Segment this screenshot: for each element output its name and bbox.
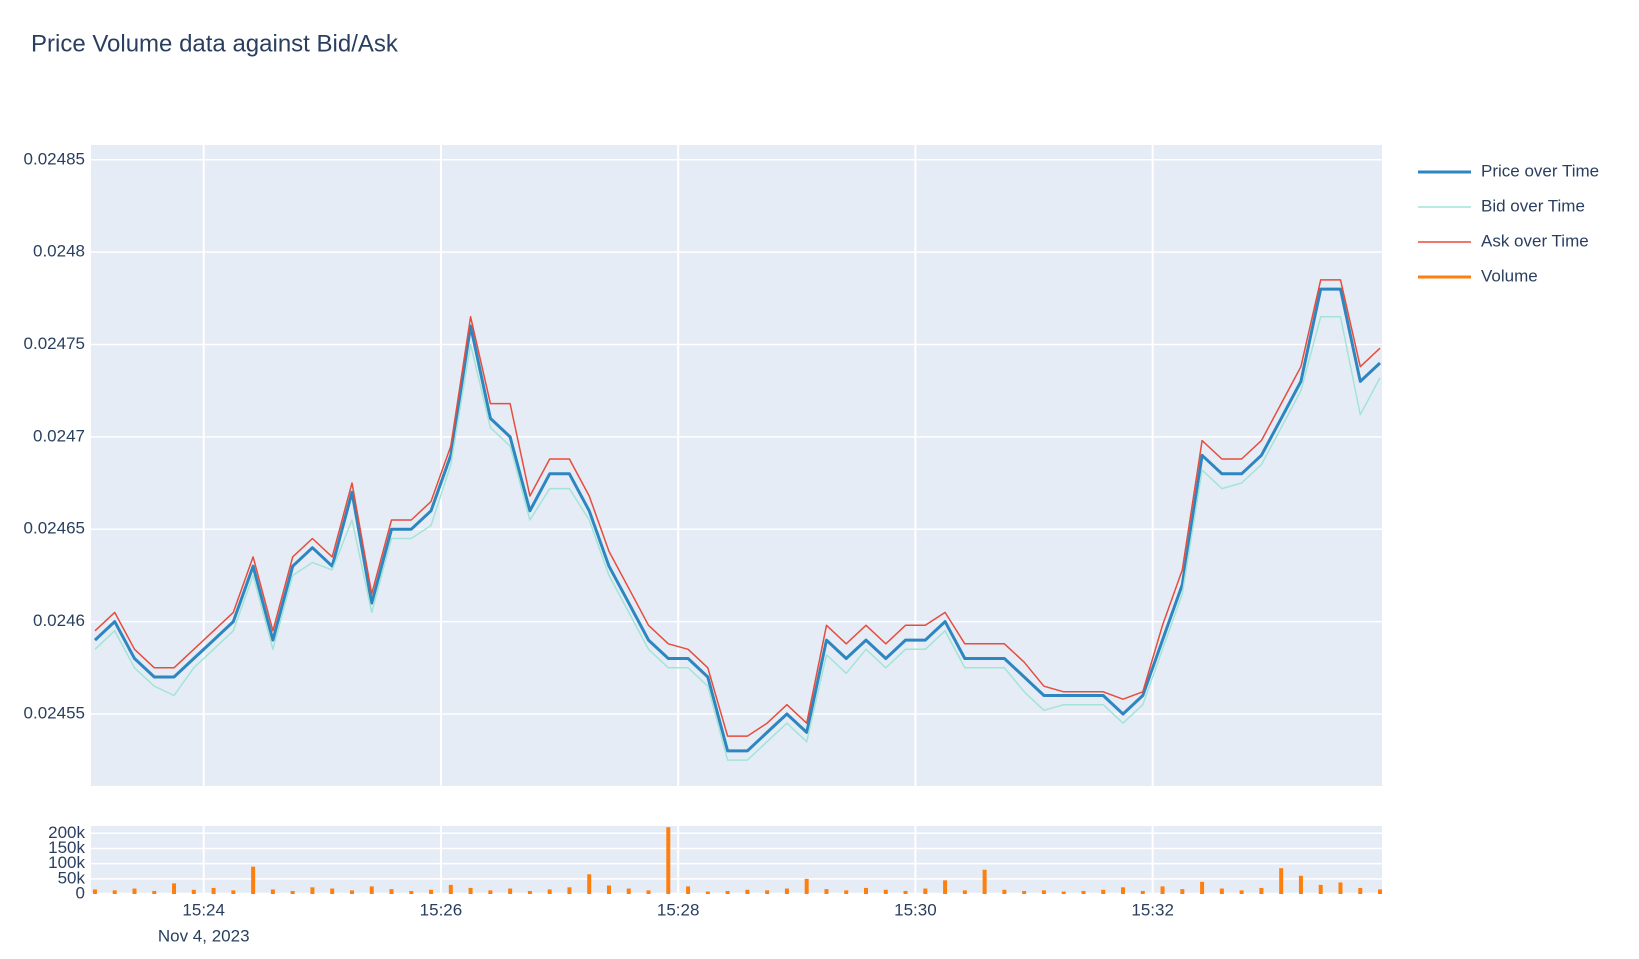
bar xyxy=(527,890,532,894)
plot-background xyxy=(91,826,1382,894)
legend-label: Ask over Time xyxy=(1481,231,1589,250)
bar xyxy=(132,888,137,894)
bar xyxy=(172,883,177,894)
bar xyxy=(725,890,730,894)
legend-label: Price over Time xyxy=(1481,161,1599,180)
bar xyxy=(251,866,256,894)
chart-title: Price Volume data against Bid/Ask xyxy=(31,30,399,57)
bar xyxy=(705,891,710,894)
bar xyxy=(982,869,987,894)
bar xyxy=(389,889,394,894)
bar xyxy=(745,889,750,894)
y-tick-label: 0.02475 xyxy=(24,334,85,353)
bar xyxy=(508,888,513,894)
bar xyxy=(112,890,117,894)
legend-label: Bid over Time xyxy=(1481,196,1585,215)
bar xyxy=(231,890,236,894)
x-tick-label: 15:24 xyxy=(182,900,225,919)
bar xyxy=(943,880,948,894)
bar xyxy=(1378,889,1383,894)
bar xyxy=(369,886,374,894)
y-tick-label: 200k xyxy=(48,823,85,842)
y-tick-label: 50k xyxy=(58,868,86,887)
y-tick-label: 0.02465 xyxy=(24,519,85,538)
bar xyxy=(1358,887,1363,894)
bar xyxy=(1121,887,1126,894)
line-series xyxy=(94,279,1381,737)
bar xyxy=(1041,890,1046,894)
bar xyxy=(92,889,97,894)
bar xyxy=(824,889,829,894)
y-tick-label: 0.02485 xyxy=(24,149,85,168)
bar xyxy=(1239,890,1244,894)
y-tick-label: 150k xyxy=(48,838,85,857)
bar xyxy=(626,888,631,894)
bar xyxy=(863,887,868,894)
y-tick-label: 100k xyxy=(48,853,85,872)
bar xyxy=(1298,875,1303,894)
legend-label: Volume xyxy=(1481,266,1538,285)
y-tick-label: 0.02455 xyxy=(24,703,85,722)
bar xyxy=(567,887,572,894)
bar xyxy=(448,884,453,894)
line-series xyxy=(94,316,1381,761)
bar xyxy=(666,827,671,894)
bar xyxy=(883,889,888,894)
bar xyxy=(784,888,789,894)
bar xyxy=(488,890,493,894)
bar xyxy=(1180,889,1185,894)
bar xyxy=(152,890,157,894)
bar xyxy=(468,887,473,894)
bar xyxy=(290,890,295,894)
plot-background xyxy=(91,145,1382,786)
bar xyxy=(903,890,908,894)
x-tick-label: 15:32 xyxy=(1131,900,1174,919)
bar xyxy=(429,889,434,894)
bar xyxy=(804,878,809,894)
y-tick-label: 0.0246 xyxy=(33,611,85,630)
bar xyxy=(962,890,967,894)
bar xyxy=(587,874,592,894)
x-tick-label: 15:28 xyxy=(657,900,700,919)
bar xyxy=(1081,890,1086,894)
y-tick-label: 0.0247 xyxy=(33,426,85,445)
bar xyxy=(1279,868,1284,894)
bar xyxy=(330,888,335,894)
bar xyxy=(923,888,928,894)
bar xyxy=(270,889,275,894)
bar xyxy=(844,890,849,894)
bar xyxy=(191,889,196,894)
bar xyxy=(1259,887,1264,894)
bar xyxy=(1219,888,1224,894)
x-tick-label: 15:30 xyxy=(894,900,937,919)
bar xyxy=(1140,890,1145,894)
bar xyxy=(646,890,651,894)
bar xyxy=(1022,890,1027,894)
y-tick-label: 0.0248 xyxy=(33,242,85,261)
x-date-label: Nov 4, 2023 xyxy=(158,926,250,945)
bar xyxy=(1002,889,1007,894)
bar xyxy=(547,889,552,894)
y-tick-label: 0 xyxy=(76,883,85,902)
bar xyxy=(1200,881,1205,894)
bar xyxy=(606,885,611,894)
bar xyxy=(1061,891,1066,894)
bar xyxy=(765,890,770,894)
line-series xyxy=(93,287,1382,753)
bar xyxy=(349,890,354,894)
bar xyxy=(310,887,315,894)
bar xyxy=(409,890,414,894)
x-tick-label: 15:26 xyxy=(420,900,463,919)
bar xyxy=(1318,884,1323,894)
bar xyxy=(211,887,216,894)
bar xyxy=(1338,882,1343,894)
bar xyxy=(1101,889,1106,894)
bar xyxy=(1160,886,1165,894)
bar xyxy=(686,886,691,894)
